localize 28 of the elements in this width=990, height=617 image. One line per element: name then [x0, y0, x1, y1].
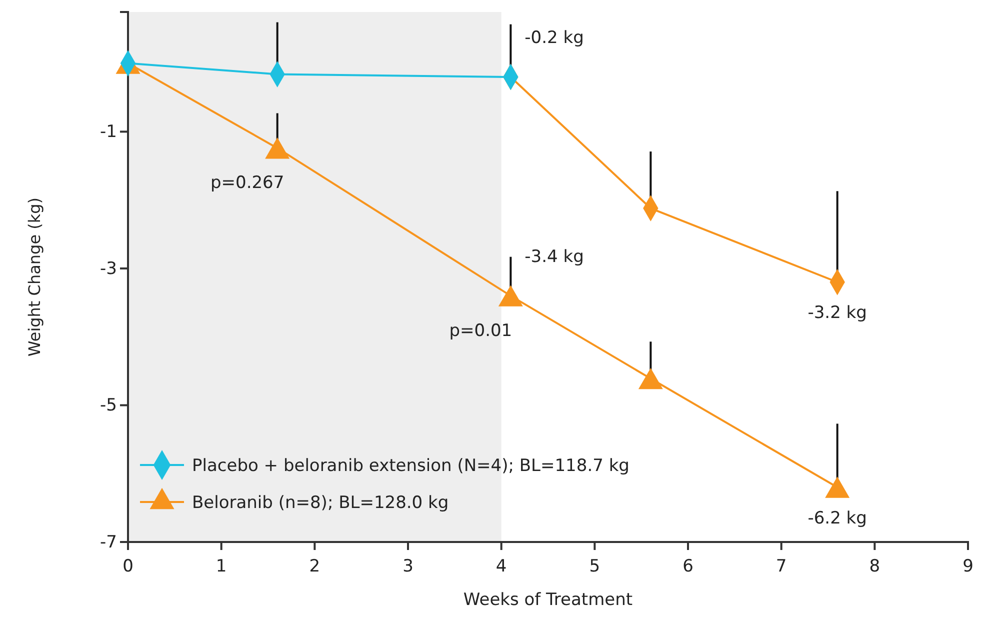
data-label: -0.2 kg — [524, 28, 584, 48]
legend-label: Beloranib (n=8); BL=128.0 kg — [192, 493, 449, 513]
legend-label: Placebo + beloranib extension (N=4); BL=118.7 kg — [192, 456, 630, 476]
point — [498, 285, 523, 306]
x-tick-label: 5 — [589, 556, 600, 577]
y-axis-title: Weight Change (kg) — [25, 197, 44, 357]
y-tick-label: -7 — [100, 532, 117, 552]
point — [265, 137, 290, 159]
data-label: -3.2 kg — [808, 303, 867, 324]
x-tick-label: 1 — [216, 556, 227, 577]
x-tick-label: 8 — [869, 556, 880, 577]
x-tick-label: 2 — [309, 556, 320, 577]
data-label: -3.4 kg — [524, 246, 584, 267]
y-tick-label: -3 — [100, 258, 117, 279]
x-tick-label: 0 — [122, 556, 134, 577]
data-label: -6.2 kg — [808, 508, 867, 528]
point — [825, 476, 850, 498]
x-tick-label: 4 — [496, 556, 507, 577]
y-tick-label: -1 — [100, 122, 117, 142]
annotation: p=0.01 — [449, 320, 512, 341]
x-tick-label: 7 — [776, 556, 787, 577]
point — [638, 368, 663, 390]
x-tick-label: 9 — [962, 556, 974, 577]
x-tick-label: 3 — [402, 556, 414, 577]
y-tick-label: -5 — [100, 396, 117, 416]
annotation: p=0.267 — [210, 173, 284, 194]
x-tick-label: 6 — [682, 556, 694, 577]
x-axis-title: Weeks of Treatment — [463, 590, 633, 610]
